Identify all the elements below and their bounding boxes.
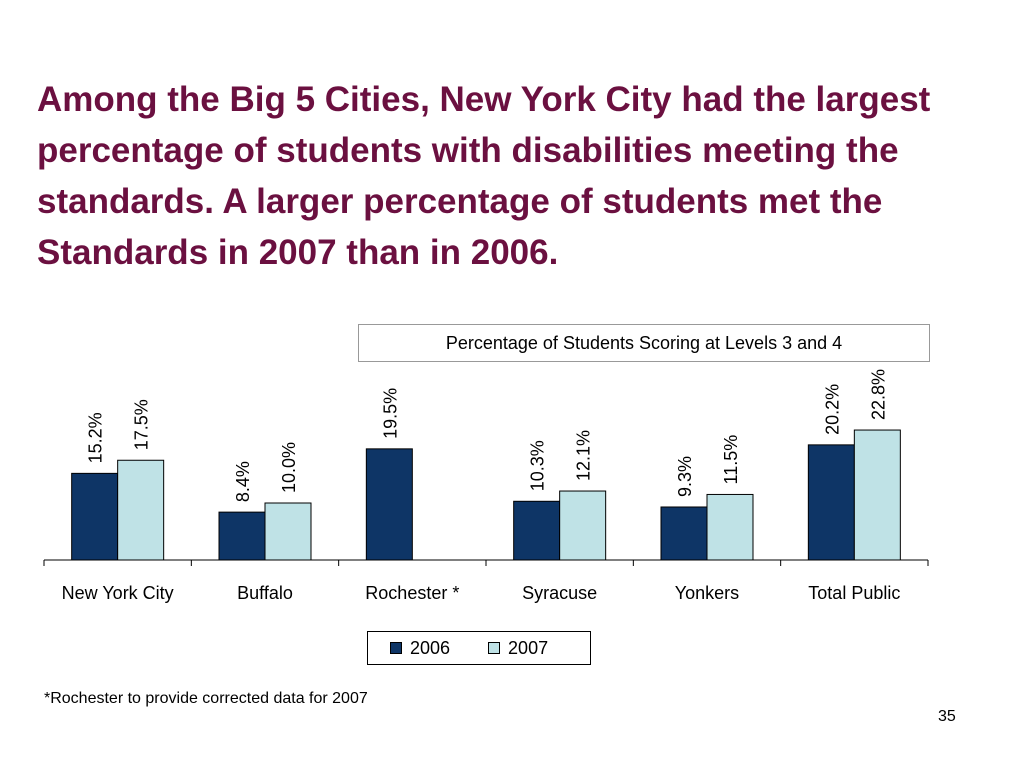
data-label: 17.5% xyxy=(132,399,152,450)
bar-2007 xyxy=(559,490,607,561)
legend-swatch-2006 xyxy=(390,642,402,654)
data-label: 19.5% xyxy=(380,388,400,439)
bar-2007 xyxy=(706,493,754,561)
x-tick-label: New York City xyxy=(62,583,174,603)
bar-2006 xyxy=(365,448,413,561)
legend-label-2006: 2006 xyxy=(410,637,451,658)
bar-2007 xyxy=(117,459,165,561)
chart-title: Percentage of Students Scoring at Levels… xyxy=(358,324,930,362)
legend-swatch-2007 xyxy=(488,642,501,654)
bar-2006 xyxy=(660,506,708,561)
x-tick-label: Buffalo xyxy=(237,583,293,603)
page-number: 35 xyxy=(938,708,956,725)
data-label: 22.8% xyxy=(868,369,888,420)
data-label: 12.1% xyxy=(574,430,594,481)
x-tick-label: Syracuse xyxy=(522,583,597,603)
footnote: *Rochester to provide corrected data for… xyxy=(44,690,368,707)
data-label: 20.2% xyxy=(822,384,842,435)
data-label: 15.2% xyxy=(86,412,106,463)
bar-2006 xyxy=(71,472,119,561)
data-label: 8.4% xyxy=(233,461,253,502)
x-tick-label: Yonkers xyxy=(675,583,739,603)
legend-item-2007: 2007 xyxy=(488,638,548,659)
bar-2007 xyxy=(264,502,312,561)
x-tick-label: Total Public xyxy=(808,583,900,603)
data-label: 9.3% xyxy=(675,456,695,497)
chart-legend: 2006 2007 xyxy=(367,631,591,665)
data-label: 10.0% xyxy=(279,442,299,493)
bar-2006 xyxy=(807,444,855,561)
legend-item-2006: 2006 xyxy=(390,638,450,659)
x-tick-label: Rochester * xyxy=(365,583,459,603)
bar-2007 xyxy=(853,429,901,561)
bar-2006 xyxy=(218,511,266,561)
slide-title: Among the Big 5 Cities, New York City ha… xyxy=(37,80,931,272)
data-label: 10.3% xyxy=(528,440,548,491)
bar-2006 xyxy=(513,500,561,561)
legend-label-2007: 2007 xyxy=(508,637,549,658)
data-label: 11.5% xyxy=(721,435,741,485)
